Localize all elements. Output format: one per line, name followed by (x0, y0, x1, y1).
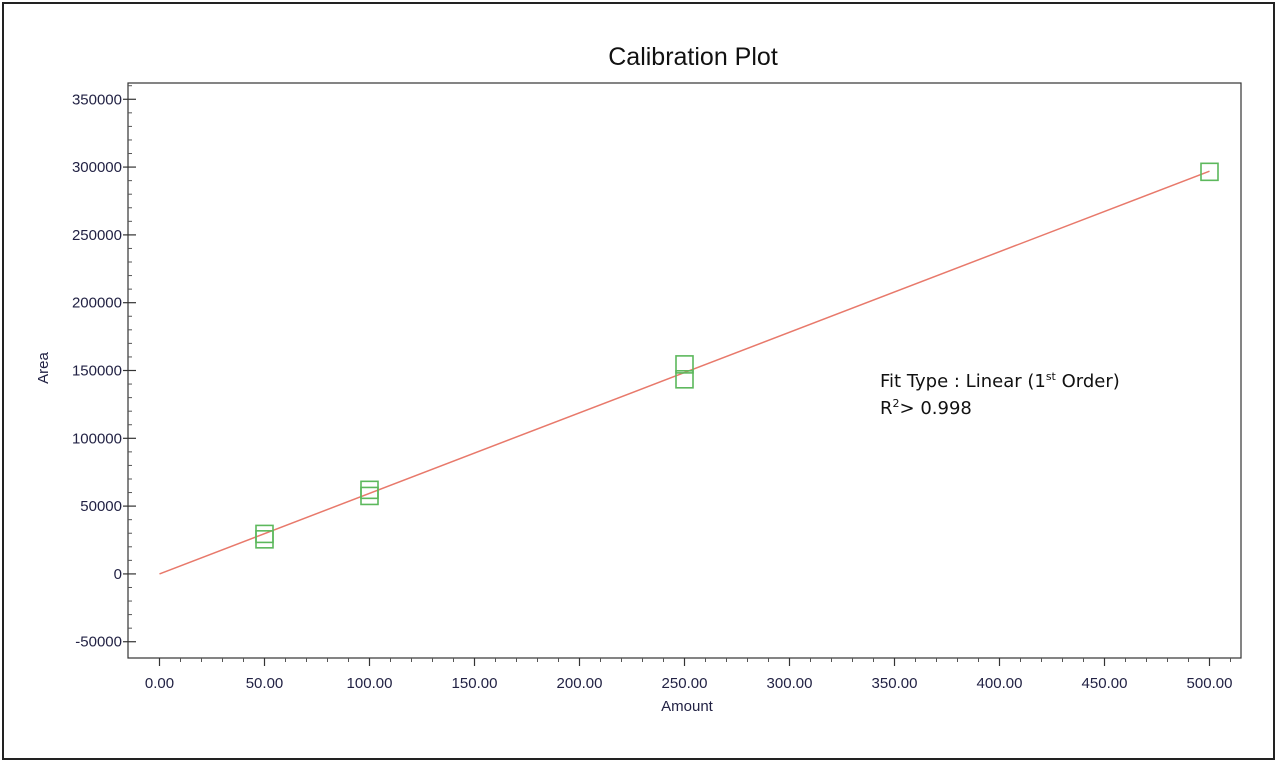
chart-title: Calibration Plot (608, 43, 778, 71)
y-tick-label: 50000 (80, 498, 122, 515)
r-squared-superscript: 2 (893, 397, 900, 410)
x-tick-label: 150.00 (452, 675, 498, 692)
y-tick-label: 100000 (72, 430, 122, 447)
data-point-marker (255, 524, 274, 544)
fit-order-superscript: st (1046, 370, 1057, 383)
fit-type-annotation: Fit Type : Linear (1st Order) (880, 370, 1120, 392)
x-axis-label: Amount (661, 698, 714, 715)
y-tick-label: 300000 (72, 159, 122, 176)
r-squared-value: > 0.998 (900, 398, 972, 419)
y-tick-label: 0 (114, 566, 122, 583)
y-tick-label: 350000 (72, 91, 122, 108)
y-axis-ticks: 350000 300000 250000 200000 150000 100000 5000… (72, 91, 136, 651)
x-tick-label: 200.00 (557, 675, 603, 692)
fit-order-text: Order) (1056, 371, 1120, 392)
r-symbol: R (880, 398, 893, 419)
y-tick-label: 150000 (72, 363, 122, 380)
y-tick-label: 250000 (72, 227, 122, 244)
x-tick-label: 450.00 (1082, 675, 1128, 692)
x-tick-label: 350.00 (872, 675, 918, 692)
x-tick-label: 50.00 (246, 675, 284, 692)
fit-type-text: Fit Type : Linear (1 (880, 371, 1046, 392)
data-point-marker (675, 355, 694, 374)
x-axis-ticks: 0.00 50.00 100.00 150.00 200.00 250.00 300.00 3… (145, 658, 1233, 692)
x-tick-label: 500.00 (1187, 675, 1233, 692)
data-point-marker (675, 370, 694, 389)
y-axis-label: Area (35, 352, 52, 384)
y-tick-label: 200000 (72, 295, 122, 312)
minor-ticks (128, 85, 1231, 662)
x-tick-label: 400.00 (977, 675, 1023, 692)
x-tick-label: 100.00 (347, 675, 393, 692)
data-point-marker (360, 480, 379, 500)
data-point-marker (1200, 162, 1219, 182)
x-tick-label: 300.00 (767, 675, 813, 692)
y-tick-label: -50000 (75, 634, 122, 651)
r-squared-annotation: R2> 0.998 (880, 397, 972, 419)
data-points (255, 162, 1219, 549)
x-tick-label: 250.00 (662, 675, 708, 692)
x-tick-label: 0.00 (145, 675, 174, 692)
